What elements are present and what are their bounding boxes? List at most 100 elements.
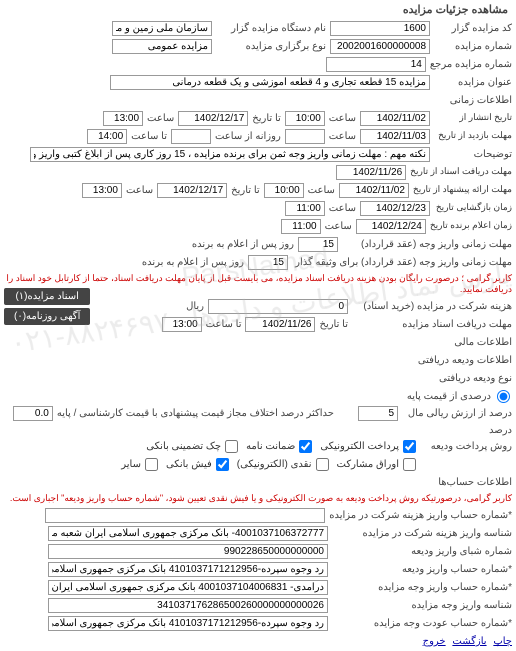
deposit-no-label: *شماره حساب واریز ودیعه — [332, 564, 512, 575]
open-time-label: ساعت — [329, 203, 356, 214]
cb-cash[interactable] — [316, 458, 329, 471]
submit-to-time[interactable] — [82, 183, 122, 198]
sheba-input[interactable] — [48, 544, 328, 559]
publish-from-time[interactable] — [285, 111, 325, 126]
company-no-input[interactable] — [45, 508, 325, 523]
announce-date[interactable] — [356, 219, 426, 234]
cb-receipt[interactable] — [216, 458, 229, 471]
pay-deadline-label: مهلت زمانی واریز وجه (عقد قرارداد) — [342, 239, 512, 250]
type-label: نوع برگزاری مزایده — [216, 41, 326, 52]
visit-to-time[interactable] — [171, 129, 211, 144]
payment-id-label: شناسه واریز وجه مزایده — [332, 600, 512, 611]
max-diff-input[interactable] — [13, 406, 53, 421]
publish-to-label: تا تاریخ — [252, 113, 281, 124]
cb-cash-label: نقدی (الکترونیکی) — [237, 459, 312, 470]
note-label: توضیحات — [434, 149, 512, 160]
cb-elec[interactable] — [403, 440, 416, 453]
fee-to-label: تا تاریخ — [319, 319, 348, 330]
cb-bond-label: اوراق مشارکت — [337, 459, 400, 470]
mandate-deadline-label: مهلت زمانی واریز وجه (عقد قرارداد) برای … — [292, 257, 512, 268]
cb-check[interactable] — [225, 440, 238, 453]
publish-to-date[interactable] — [178, 111, 248, 126]
submit-from-time[interactable] — [264, 183, 304, 198]
visit-to2-label: تا ساعت — [131, 131, 167, 142]
percent-input[interactable] — [358, 406, 398, 421]
return-no-label: *شماره حساب عودت وجه مزایده — [332, 618, 512, 629]
fin-label: اطلاعات مالی — [454, 337, 512, 348]
org-input[interactable] — [112, 21, 212, 36]
open-label: زمان بازگشایی تاریخ — [434, 203, 512, 213]
deposit-type-label: نوع ودیعه دریافتی — [439, 373, 512, 384]
visit-from-time[interactable] — [285, 129, 325, 144]
time-info-label: اطلاعات زمانی — [450, 95, 512, 106]
fee-to-time-label: تا ساعت — [206, 319, 242, 330]
deposit-label: اطلاعات ودیعه دریافتی — [418, 355, 512, 366]
sheba-label: شماره شبای واریز ودیعه — [332, 546, 512, 557]
visit-label: مهلت بازدید از تاریخ — [434, 131, 512, 141]
ref-no-label: شماره مزایده مرجع — [430, 59, 512, 70]
submit-to-label: تا تاریخ — [231, 185, 260, 196]
fee-input[interactable] — [208, 299, 348, 314]
cb-bond[interactable] — [403, 458, 416, 471]
docs-button[interactable]: اسناد مزایده(۱) — [4, 288, 90, 305]
fee-to-time[interactable] — [162, 317, 202, 332]
title-label: عنوان مزایده — [434, 77, 512, 88]
title-input[interactable] — [110, 75, 430, 90]
percent-field-label: درصد از ارزش ریالی مال — [402, 408, 512, 419]
view-details-title: مشاهده جزئیات مزایده — [399, 1, 512, 18]
receive-label: مهلت دریافت اسناد از تاریخ — [410, 167, 512, 177]
submit-label: مهلت ارائه پیشنهاد از تاریخ — [413, 185, 512, 195]
cb-guarantee-label: ضمانت نامه — [246, 441, 295, 452]
cb-receipt-label: فیش بانکی — [166, 459, 212, 470]
receive-date[interactable] — [336, 165, 406, 180]
red-note2: کاربر گرامی، درصورتیکه روش پرداخت ودیعه … — [0, 491, 516, 506]
percent-label: درصدی از قیمت پایه — [407, 391, 491, 402]
cb-other[interactable] — [145, 458, 158, 471]
visit-to2-time[interactable] — [87, 129, 127, 144]
announce-time-label: ساعت — [325, 221, 352, 232]
exit-link[interactable]: خروج — [423, 636, 446, 647]
max-diff-suffix: درصد — [489, 425, 512, 436]
payment-id-input[interactable] — [48, 598, 328, 613]
publish-from-date[interactable] — [360, 111, 430, 126]
percent-radio[interactable] — [497, 390, 510, 403]
fee-label: هزینه شرکت در مزایده (خرید اسناد) — [352, 301, 512, 312]
payment-no-input[interactable] — [48, 580, 328, 595]
publish-time-label: ساعت — [329, 113, 356, 124]
daily-button[interactable]: آگهی روزنامه(۰) — [4, 308, 90, 325]
submit-from-date[interactable] — [339, 183, 409, 198]
code-label: کد مزایده گزار — [434, 23, 512, 34]
submit-to-date[interactable] — [157, 183, 227, 198]
pay-deadline-suffix: روز پس از اعلام به برنده — [192, 239, 294, 250]
mandate-deadline-suffix: روز پس از اعلام به برنده — [142, 257, 244, 268]
mandate-deadline-input[interactable] — [248, 255, 288, 270]
return-no-input[interactable] — [48, 616, 328, 631]
fee-receive-label: مهلت دریافت اسناد مزایده — [352, 319, 512, 330]
submit-to-time-label: ساعت — [126, 185, 153, 196]
auction-no-input[interactable] — [330, 39, 430, 54]
cb-check-label: چک تضمینی بانکی — [146, 441, 221, 452]
accounts-label: اطلاعات حساب‌ها — [438, 477, 512, 488]
print-link[interactable]: چاپ — [493, 636, 512, 647]
cb-guarantee[interactable] — [299, 440, 312, 453]
deposit-no-input[interactable] — [48, 562, 328, 577]
cb-elec-label: پرداخت الکترونیکی — [320, 441, 399, 452]
type-input[interactable] — [112, 39, 212, 54]
code-input[interactable] — [330, 21, 430, 36]
announce-label: زمان اعلام برنده تاریخ — [430, 221, 512, 231]
open-date[interactable] — [360, 201, 430, 216]
pay-method-label: روش پرداخت ودیعه — [422, 441, 512, 452]
publish-to-time[interactable] — [103, 111, 143, 126]
fee-to-date[interactable] — [245, 317, 315, 332]
pay-deadline-input[interactable] — [298, 237, 338, 252]
open-time[interactable] — [285, 201, 325, 216]
back-link[interactable]: بازگشت — [452, 636, 486, 647]
ref-no-input[interactable] — [326, 57, 426, 72]
visit-from-date[interactable] — [360, 129, 430, 144]
announce-time[interactable] — [281, 219, 321, 234]
company-id-input[interactable] — [48, 526, 328, 541]
fee-currency: ریال — [186, 301, 204, 312]
cb-other-label: سایر — [121, 459, 141, 470]
org-label: نام دستگاه مزایده گزار — [216, 23, 326, 34]
note-input[interactable] — [30, 147, 430, 162]
